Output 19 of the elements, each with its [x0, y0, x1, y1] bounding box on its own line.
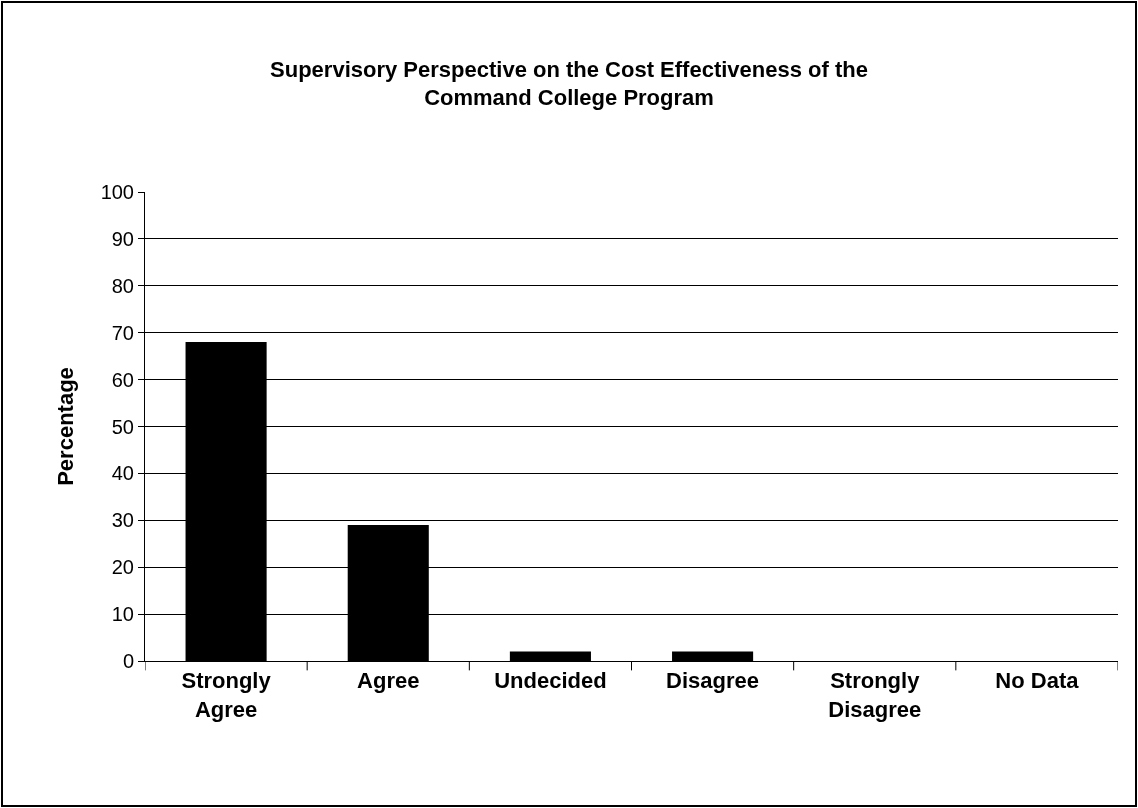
- y-tick-label: 70: [111, 321, 134, 344]
- x-tick-label: Strongly Disagree: [828, 668, 922, 722]
- y-axis-title: Percentage: [53, 367, 79, 486]
- y-tick-label: 10: [111, 603, 134, 626]
- x-tick-label: Agree: [357, 668, 420, 694]
- y-tick-label: 100: [100, 181, 134, 203]
- x-tick-label: Strongly Agree: [181, 668, 272, 722]
- y-tick-label: 80: [111, 274, 134, 297]
- y-tick-label: 90: [111, 227, 134, 250]
- y-tick-label: 50: [111, 415, 134, 438]
- y-tick-label: 20: [111, 556, 134, 579]
- y-tick-label: 60: [111, 368, 134, 391]
- x-tick-label: Disagree: [666, 668, 760, 694]
- y-tick-label: 40: [111, 462, 134, 485]
- x-tick-label: No Data: [995, 668, 1080, 694]
- y-tick-label: 30: [111, 509, 134, 532]
- x-tick-label: Undecided: [494, 668, 607, 694]
- chart-title: Supervisory Perspective on the Cost Effectiveness of the Command College Program: [270, 56, 868, 111]
- y-tick-label: 0: [122, 650, 134, 672]
